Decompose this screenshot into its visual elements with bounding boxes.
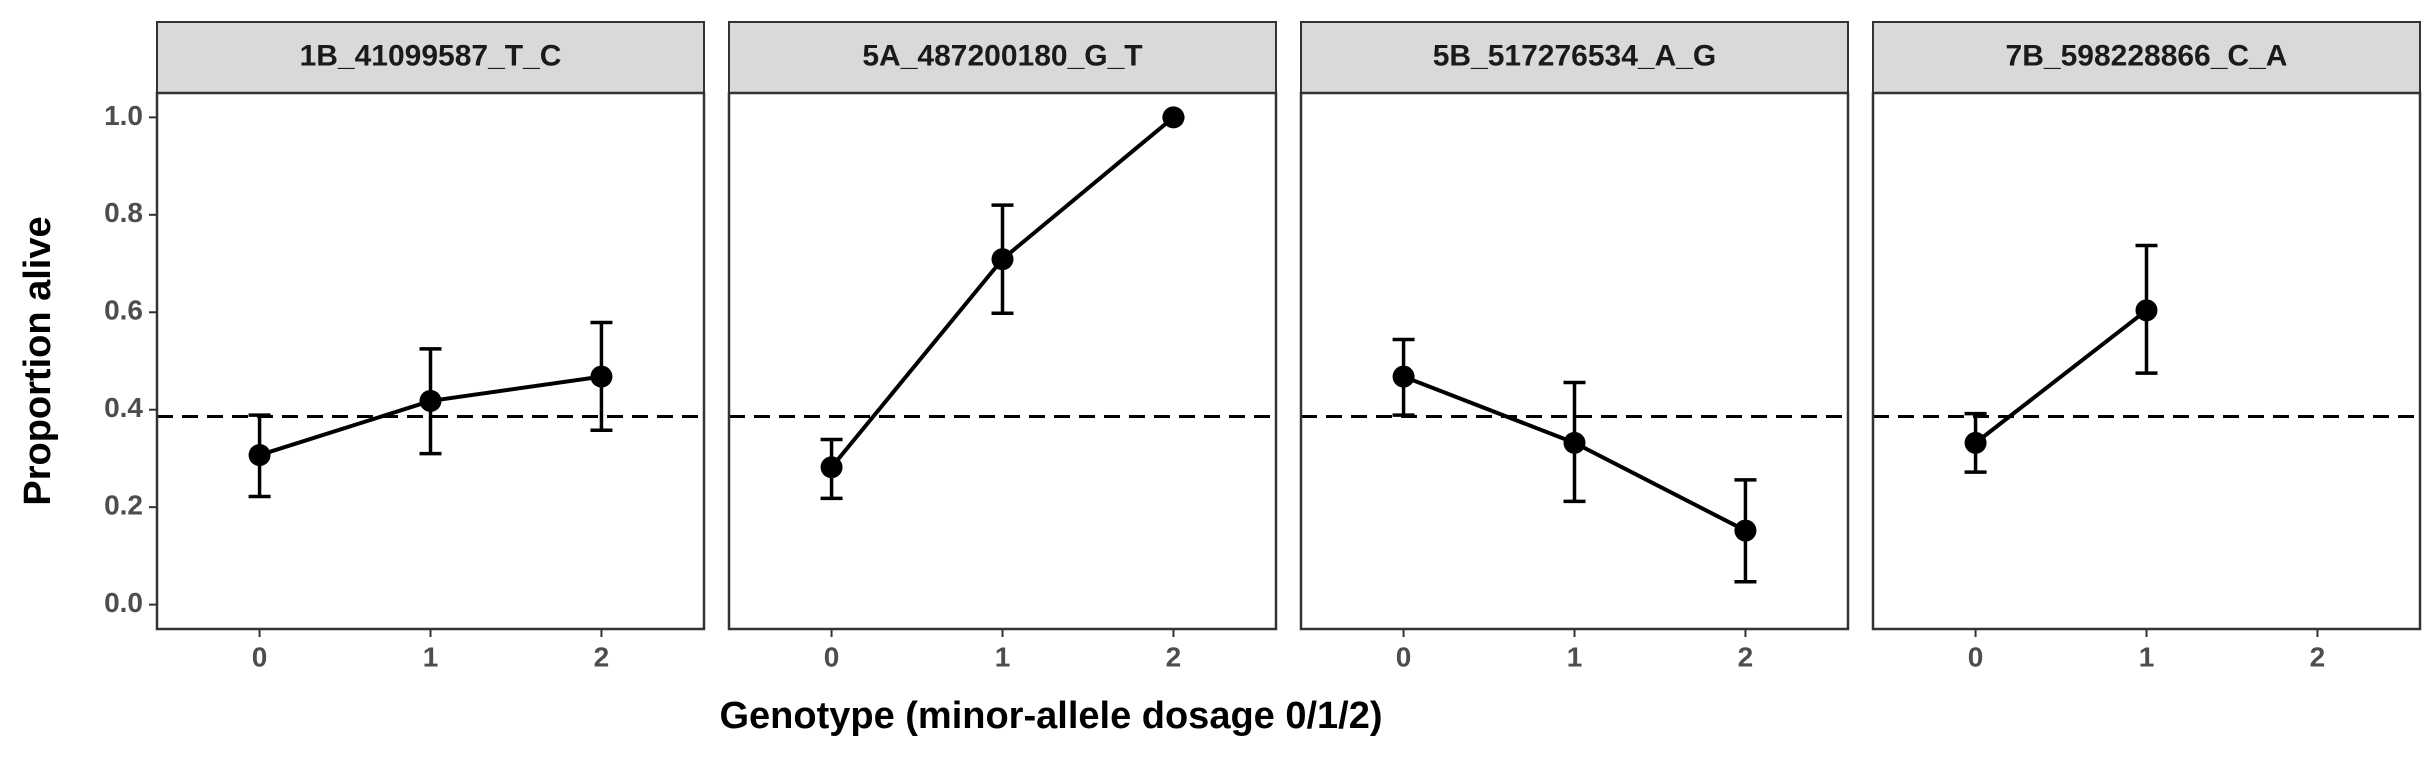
x-axis-label: Genotype (minor-allele dosage 0/1/2) [719,695,1382,737]
x-tick-label: 0 [252,641,268,672]
x-tick-label: 0 [1968,641,1984,672]
point [820,456,843,479]
point [248,444,271,467]
panel-border [1871,91,2422,631]
x-tick-label: 0 [824,641,840,672]
strip [728,21,1277,94]
point [1392,365,1415,388]
y-tick-label: 1.0 [104,100,143,131]
x-tick-label: 1 [2139,641,2155,672]
x-tick-label: 2 [2310,641,2326,672]
point [991,248,1014,271]
panel-title: 7B_598228866_C_A [2006,39,2288,72]
x-tick-label: 1 [423,641,439,672]
panel-title: 5A_487200180_G_T [862,39,1142,72]
strip [1872,21,2421,94]
y-tick-label: 0.8 [104,197,143,228]
panel-title: 1B_41099587_T_C [300,39,562,72]
point [2135,299,2158,322]
x-tick-label: 2 [1166,641,1182,672]
x-tick-label: 0 [1396,641,1412,672]
point [419,389,442,412]
y-axis-label: Proportion alive [17,216,59,505]
point [1563,431,1586,454]
panel-title: 5B_517276534_A_G [1433,39,1717,72]
data-line [1974,308,2148,445]
point [1734,519,1757,542]
point [1964,431,1987,454]
x-tick-label: 2 [1738,641,1754,672]
y-tick-label: 0.6 [104,295,143,326]
panel-border [1299,91,1850,631]
y-tick-label: 0.2 [104,490,143,521]
x-tick-label: 2 [594,641,610,672]
y-tick-label: 0.0 [104,587,143,618]
point [1162,106,1185,129]
point [590,365,613,388]
x-tick-label: 1 [995,641,1011,672]
y-tick-label: 0.4 [104,392,143,423]
panel-border [155,91,706,631]
panel-border [727,91,1278,631]
x-tick-label: 1 [1567,641,1583,672]
